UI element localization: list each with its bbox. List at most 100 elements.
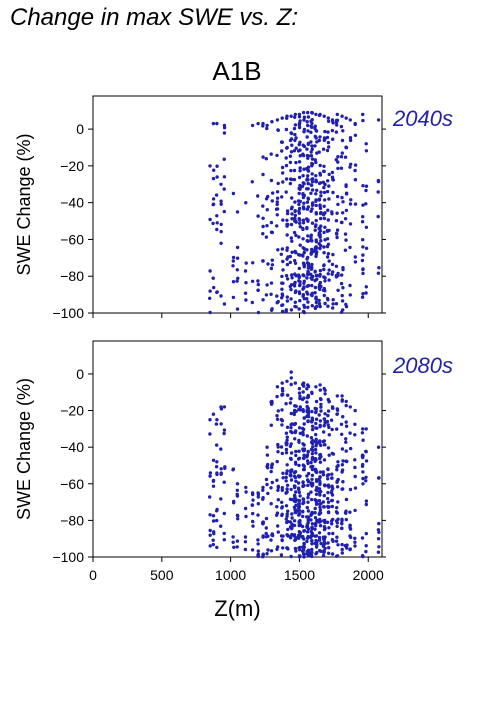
- data-point: [310, 512, 314, 516]
- data-point: [305, 409, 309, 414]
- data-point: [275, 385, 280, 389]
- data-point: [208, 164, 212, 168]
- data-point: [256, 513, 260, 517]
- data-point: [219, 422, 223, 426]
- data-point: [301, 227, 305, 232]
- data-point: [276, 530, 280, 534]
- y-tick-label: −20: [60, 403, 84, 419]
- data-point: [327, 453, 331, 457]
- data-point: [274, 207, 279, 211]
- data-point: [284, 431, 289, 435]
- data-point: [311, 201, 315, 205]
- data-point: [266, 491, 270, 496]
- data-point: [327, 531, 331, 536]
- data-point: [310, 542, 314, 546]
- data-point: [310, 277, 314, 281]
- data-point: [334, 302, 339, 306]
- data-point: [302, 537, 306, 541]
- data-point: [288, 444, 293, 448]
- data-point: [292, 523, 297, 528]
- data-point: [244, 201, 248, 205]
- data-point: [313, 270, 317, 274]
- data-point: [280, 296, 284, 300]
- data-point: [280, 488, 284, 492]
- data-point: [344, 238, 348, 242]
- data-point: [340, 447, 345, 451]
- data-point: [314, 407, 318, 411]
- data-point: [326, 252, 331, 256]
- data-point: [339, 124, 344, 129]
- data-point: [280, 392, 284, 397]
- data-point: [322, 417, 327, 421]
- data-point: [302, 167, 306, 171]
- data-point: [211, 197, 216, 201]
- data-point: [305, 453, 309, 458]
- x-tick-label: 500: [150, 567, 174, 583]
- data-point: [298, 283, 302, 288]
- data-point: [353, 486, 358, 490]
- data-point: [315, 442, 319, 446]
- data-point: [284, 451, 289, 455]
- data-point: [280, 538, 284, 543]
- data-point: [301, 426, 305, 431]
- data-point: [361, 253, 365, 257]
- data-point: [280, 116, 284, 120]
- data-point: [297, 202, 301, 207]
- data-point: [269, 538, 273, 542]
- data-point: [348, 293, 352, 297]
- data-point: [322, 216, 327, 221]
- data-point: [261, 259, 265, 263]
- data-point: [310, 293, 314, 298]
- data-point: [330, 210, 334, 214]
- data-point: [318, 475, 322, 480]
- data-point: [309, 130, 313, 134]
- data-point: [211, 121, 216, 126]
- data-point: [326, 130, 330, 134]
- data-point: [317, 283, 322, 287]
- data-point: [281, 281, 285, 285]
- data-point: [305, 400, 309, 404]
- data-point: [309, 154, 314, 158]
- y-tick-label: −60: [60, 476, 84, 492]
- data-point: [326, 218, 330, 222]
- data-point: [284, 190, 288, 194]
- data-point: [211, 458, 216, 462]
- data-point: [306, 419, 310, 424]
- data-point: [281, 389, 285, 393]
- data-point: [289, 236, 293, 240]
- data-point: [310, 207, 314, 211]
- data-point: [219, 294, 223, 298]
- data-point: [266, 548, 270, 552]
- data-point: [353, 168, 357, 173]
- data-point: [215, 471, 219, 475]
- data-point: [322, 204, 326, 208]
- data-point: [256, 214, 260, 218]
- data-point: [310, 221, 315, 225]
- data-point: [289, 426, 293, 430]
- data-point: [319, 405, 323, 409]
- data-point: [306, 264, 311, 268]
- data-point: [296, 486, 301, 490]
- data-point: [343, 248, 348, 252]
- data-point: [319, 443, 323, 448]
- data-point: [289, 114, 293, 118]
- data-point: [276, 128, 280, 132]
- data-point: [335, 123, 339, 127]
- data-point: [219, 202, 223, 206]
- data-point: [321, 288, 326, 292]
- data-point: [322, 525, 327, 529]
- data-point: [284, 177, 289, 181]
- data-point: [340, 114, 344, 118]
- data-point: [305, 187, 309, 191]
- data-point: [302, 115, 307, 119]
- data-point: [297, 206, 302, 211]
- data-point: [310, 473, 315, 477]
- data-point: [322, 245, 326, 249]
- data-point: [344, 517, 348, 522]
- data-point: [284, 447, 289, 452]
- data-point: [305, 523, 310, 527]
- data-point: [306, 174, 310, 178]
- data-point: [281, 218, 285, 222]
- data-point: [348, 405, 352, 409]
- data-point: [293, 381, 297, 385]
